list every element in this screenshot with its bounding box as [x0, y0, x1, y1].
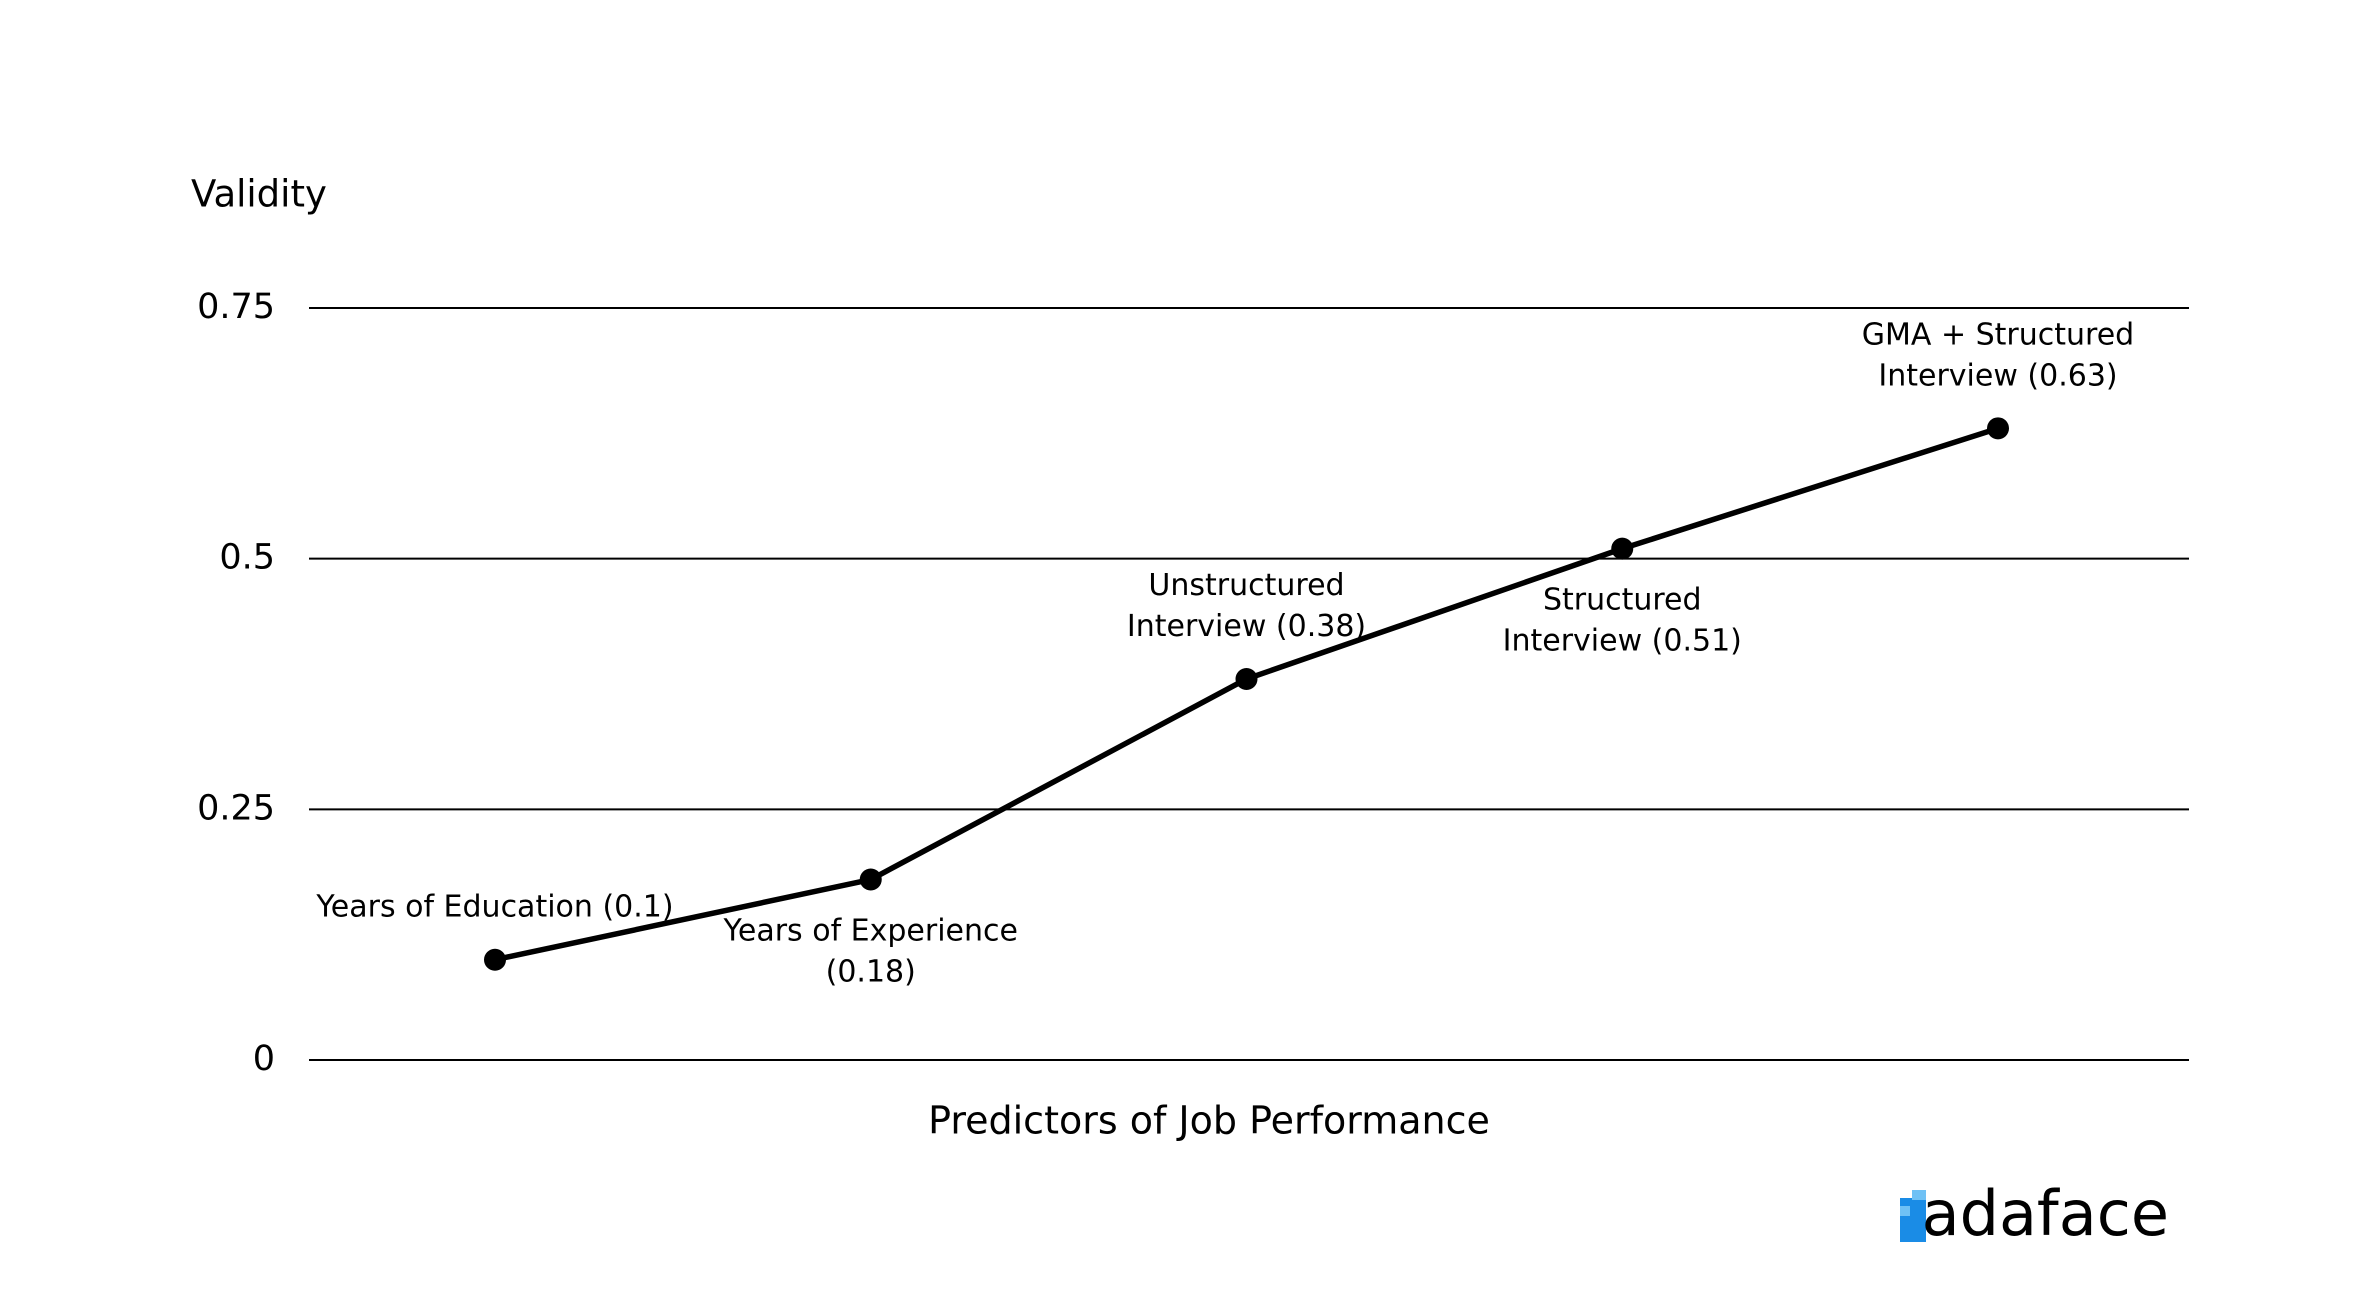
data-point — [1987, 417, 2009, 440]
data-label: GMA + Structured Interview (0.63) — [1862, 317, 2134, 393]
data-label: Years of Education (0.1) — [315, 889, 673, 924]
data-label: Years of Experience (0.18) — [723, 913, 1018, 989]
x-axis-title: Predictors of Job Performance — [928, 1099, 1490, 1143]
logo-icon — [1900, 1190, 1926, 1242]
y-tick-label: 0.75 — [197, 287, 275, 327]
y-tick-label: 0.25 — [197, 788, 275, 828]
data-label: Structured Interview (0.51) — [1503, 582, 1742, 658]
data-point — [859, 868, 882, 891]
y-axis-title: Validity — [191, 173, 327, 216]
data-label: Unstructured Interview (0.38) — [1127, 567, 1366, 643]
data-point — [1611, 537, 1634, 560]
y-tick-label: 0.5 — [219, 538, 275, 578]
y-tick-label: 0 — [253, 1039, 275, 1079]
logo-block — [1900, 1198, 1926, 1242]
logo-text: adaface — [1922, 1177, 2169, 1250]
logo-block — [1912, 1190, 1926, 1200]
logo-block — [1900, 1206, 1910, 1216]
data-point — [484, 948, 506, 971]
data-point — [1235, 667, 1258, 690]
